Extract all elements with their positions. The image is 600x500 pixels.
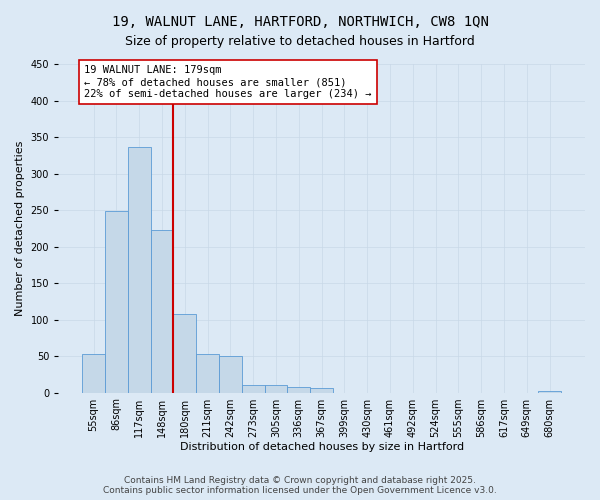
Text: 19 WALNUT LANE: 179sqm
← 78% of detached houses are smaller (851)
22% of semi-de: 19 WALNUT LANE: 179sqm ← 78% of detached…: [85, 66, 372, 98]
Bar: [538, 391, 561, 392]
Text: Size of property relative to detached houses in Hartford: Size of property relative to detached ho…: [125, 35, 475, 48]
Bar: [105, 212, 128, 392]
Bar: [265, 386, 287, 392]
Bar: [151, 230, 173, 392]
Bar: [196, 354, 219, 393]
Text: 19, WALNUT LANE, HARTFORD, NORTHWICH, CW8 1QN: 19, WALNUT LANE, HARTFORD, NORTHWICH, CW…: [112, 15, 488, 29]
X-axis label: Distribution of detached houses by size in Hartford: Distribution of detached houses by size …: [179, 442, 464, 452]
Bar: [219, 356, 242, 393]
Bar: [310, 388, 333, 392]
Text: Contains HM Land Registry data © Crown copyright and database right 2025.
Contai: Contains HM Land Registry data © Crown c…: [103, 476, 497, 495]
Bar: [173, 314, 196, 392]
Bar: [82, 354, 105, 393]
Y-axis label: Number of detached properties: Number of detached properties: [15, 140, 25, 316]
Bar: [242, 384, 265, 392]
Bar: [287, 386, 310, 392]
Bar: [128, 147, 151, 392]
